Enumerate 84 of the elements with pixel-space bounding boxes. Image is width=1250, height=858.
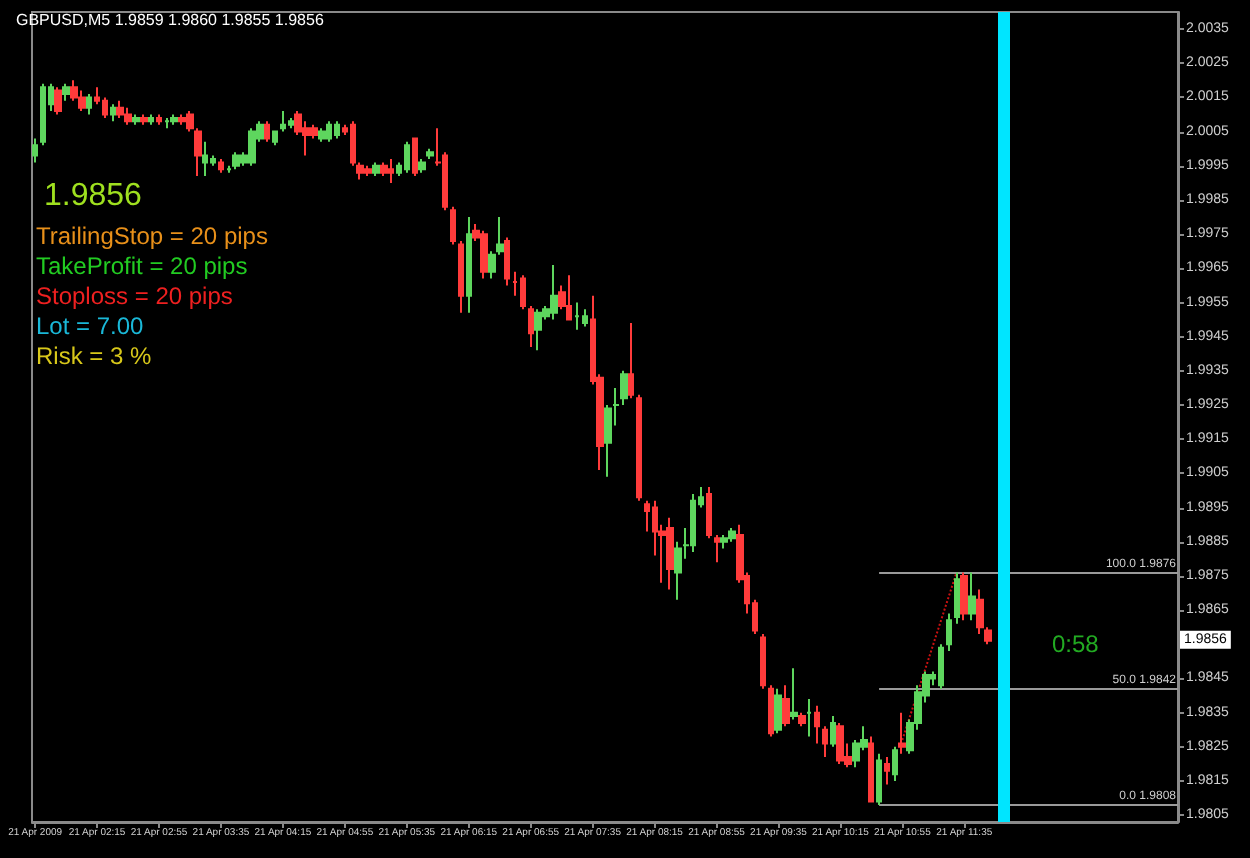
candlestick: [232, 151, 240, 171]
candlestick: [140, 113, 148, 126]
candlestick: [466, 216, 472, 314]
candlestick: [582, 308, 588, 328]
candlestick: [164, 116, 170, 130]
candlestick: [830, 715, 836, 748]
candlestick: [814, 704, 820, 745]
candlestick: [86, 93, 92, 116]
candlestick: [388, 157, 394, 184]
candlestick: [450, 205, 456, 246]
candlestick: [54, 86, 62, 116]
candlestick: [528, 304, 534, 348]
candlestick: [790, 667, 798, 721]
annotation: Risk = 3 %: [36, 342, 153, 370]
candlestick: [706, 486, 712, 540]
candlestick: [938, 643, 944, 690]
candlestick: [574, 301, 580, 331]
candlestick: [954, 571, 960, 625]
candlestick: [116, 99, 124, 119]
candlestick: [960, 571, 968, 622]
candlestick: [806, 697, 812, 738]
candlestick: [774, 687, 782, 735]
candlestick: [760, 633, 766, 690]
candlestick: [782, 684, 790, 728]
candlestick: [666, 516, 674, 591]
candlestick: [768, 684, 774, 738]
candlestick: [968, 571, 976, 622]
candlestick: [836, 721, 844, 765]
candlestick: [520, 274, 526, 311]
candlestick: [690, 492, 696, 553]
candlestick: [876, 752, 882, 806]
candlestick: [156, 113, 162, 126]
candlestick: [318, 127, 326, 143]
annotation: TrailingStop = 20 pips: [36, 222, 268, 250]
candlestick: [326, 120, 332, 143]
candlestick: [288, 116, 294, 130]
candlestick: [202, 140, 208, 178]
candlestick: [248, 127, 256, 167]
candlestick: [124, 106, 132, 126]
candlestick: [898, 711, 906, 755]
candlestick: [534, 308, 542, 352]
candlestick: [720, 533, 728, 550]
candlestick: [218, 157, 224, 174]
candlestick: [976, 588, 984, 636]
candlestick: [504, 236, 510, 287]
candlestick: [280, 110, 286, 133]
candlestick: [868, 735, 874, 803]
annotation: Stoploss = 20 pips: [36, 282, 233, 310]
candlestick: [892, 745, 898, 782]
candlestick: [170, 113, 178, 126]
candlestick: [372, 161, 380, 178]
candlestick: [40, 82, 46, 147]
candlestick: [412, 137, 418, 178]
candlestick: [272, 130, 278, 147]
annotation: 0:58: [1052, 630, 1100, 658]
candlestick: [32, 137, 38, 164]
candlestick: [714, 533, 720, 564]
annotation: 1.9856: [44, 179, 143, 213]
chart-title: GBPUSD,M5 1.9859 1.9860 1.9855 1.9856: [16, 11, 325, 29]
candlestick: [418, 157, 426, 174]
annotation: TakeProfit = 20 pips: [36, 252, 248, 280]
candlestick: [178, 113, 186, 126]
candlestick: [566, 274, 572, 321]
candlestick: [334, 120, 340, 140]
candlestick: [62, 82, 70, 102]
candlestick: [264, 120, 270, 143]
candlestick: [426, 147, 434, 160]
candlestick: [364, 164, 372, 178]
candlestick: [636, 393, 642, 502]
candlestick: [798, 711, 806, 728]
candlestick: [884, 756, 890, 786]
candlestick: [380, 161, 388, 178]
candlestick: [148, 113, 154, 126]
candlestick: [132, 113, 140, 126]
candlestick: [628, 322, 634, 400]
candlestick: [946, 612, 952, 653]
candlestick: [550, 263, 558, 321]
candlestick: [822, 725, 828, 759]
candlestick: [728, 527, 736, 543]
candlestick: [110, 103, 116, 123]
candlestick: [480, 229, 488, 280]
candlestick: [404, 140, 410, 174]
candlestick: [458, 239, 464, 314]
annotation: Lot = 7.00: [36, 312, 145, 340]
